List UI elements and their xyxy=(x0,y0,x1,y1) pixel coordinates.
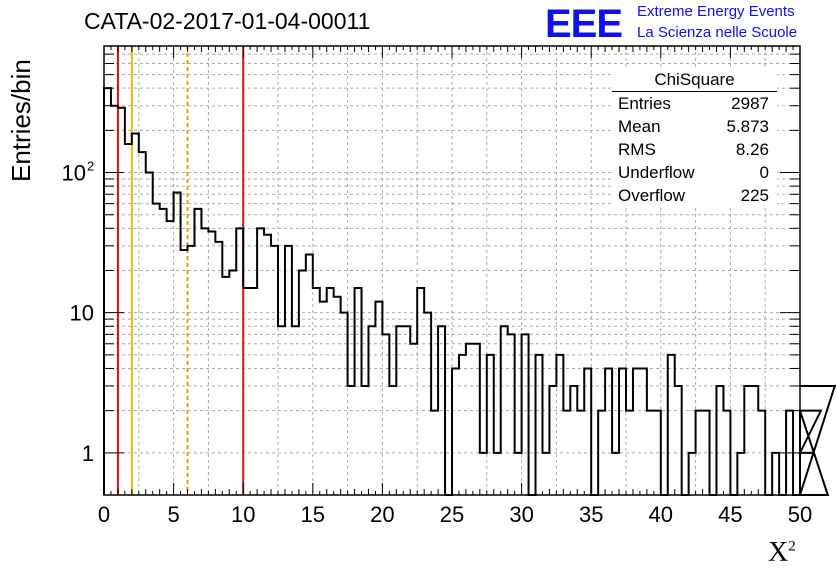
y-axis-label: Entries/bin xyxy=(6,59,36,182)
x-tick-label: 25 xyxy=(440,502,464,527)
stats-label: RMS xyxy=(618,140,656,159)
stats-row: Overflow 225 xyxy=(612,184,777,207)
stats-title: ChiSquare xyxy=(612,70,777,92)
y-tick-label: 10 xyxy=(62,161,86,186)
x-tick-label: 10 xyxy=(231,502,255,527)
stats-value: 225 xyxy=(740,186,769,205)
x-axis-label: Χ2 xyxy=(768,537,796,569)
x-tick-label: 0 xyxy=(98,502,110,527)
stats-label: Entries xyxy=(618,94,671,113)
x-tick-labels: 0 5 10 15 20 25 30 35 40 45 50 xyxy=(98,502,812,527)
stats-value: 8.26 xyxy=(735,140,769,159)
stats-label: Mean xyxy=(618,117,661,136)
x-tick-label: 15 xyxy=(301,502,325,527)
x-tick-label: 20 xyxy=(370,502,394,527)
stats-value: 5.873 xyxy=(726,117,769,136)
x-tick-label: 40 xyxy=(649,502,673,527)
y-tick-label: 1 xyxy=(82,441,94,466)
logo-line-2: La Scienza nelle Scuole xyxy=(637,24,798,41)
stats-value: 2987 xyxy=(731,94,769,113)
y-tick-exponent: 2 xyxy=(87,159,94,174)
x-tick-label: 35 xyxy=(579,502,603,527)
logo-line-1: Extreme Energy Events xyxy=(637,3,795,20)
stats-label: Overflow xyxy=(618,186,686,205)
x-tick-label: 30 xyxy=(509,502,533,527)
histogram-series xyxy=(103,87,836,496)
chart-title: CATA-02-2017-01-04-00011 xyxy=(84,8,371,34)
stats-value: 0 xyxy=(759,163,769,182)
stats-row: Entries 2987 xyxy=(612,92,777,115)
stats-row: Mean 5.873 xyxy=(612,115,777,138)
x-axis-label-text: Χ xyxy=(768,537,789,568)
x-tick-label: 45 xyxy=(718,502,742,527)
stats-row: Underflow 0 xyxy=(612,161,777,184)
stats-label: Underflow xyxy=(618,163,695,182)
stats-row: RMS 8.26 xyxy=(612,138,777,161)
axis-ticks xyxy=(103,46,801,495)
x-tick-label: 50 xyxy=(788,502,812,527)
eee-logo: EEE xyxy=(545,2,623,46)
stats-box: ChiSquare Entries 2987 Mean 5.873 RMS 8.26 Und… xyxy=(612,70,777,207)
x-axis-label-superscript: 2 xyxy=(788,538,796,555)
y-tick-label: 10 xyxy=(70,301,94,326)
x-tick-label: 5 xyxy=(167,502,179,527)
